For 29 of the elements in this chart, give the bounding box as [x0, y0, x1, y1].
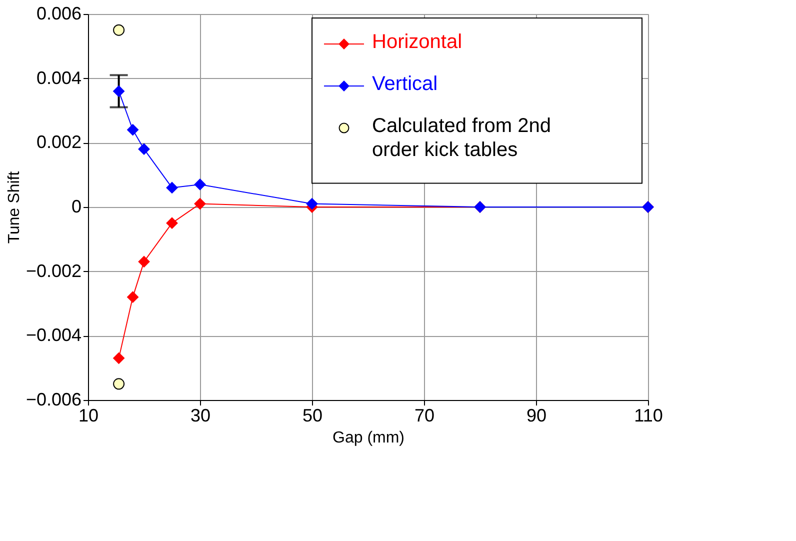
point [306, 198, 318, 210]
point [127, 291, 139, 303]
x-tick-label: 110 [634, 406, 663, 426]
x-tick-label: 30 [190, 406, 211, 426]
point [113, 352, 125, 364]
legend-label: Horizontal [372, 31, 462, 53]
point [194, 198, 206, 210]
x-tick-label: 90 [526, 406, 547, 426]
y-tick-label: 0.002 [36, 132, 82, 152]
point [138, 256, 150, 268]
point [166, 182, 178, 194]
point [138, 143, 150, 155]
point [113, 85, 125, 97]
y-tick-label: 0.004 [36, 68, 82, 88]
point [127, 124, 139, 136]
point [113, 378, 125, 390]
x-tick-label: 50 [302, 406, 323, 426]
x-axis-title: Gap (mm) [332, 430, 404, 446]
x-tick-label: 70 [414, 406, 435, 426]
point [166, 217, 178, 229]
y-tick-label: −0.002 [26, 260, 82, 281]
point [113, 24, 125, 36]
y-tick-label: −0.004 [26, 325, 82, 346]
point [194, 178, 206, 190]
legend-label: Vertical [372, 73, 438, 95]
legend-label: Calculated from 2nd order kick tables [372, 115, 551, 161]
y-tick-label: 0 [71, 196, 82, 216]
y-tick-label: 0.006 [36, 4, 82, 24]
y-axis-title: Tune Shift [6, 170, 23, 244]
